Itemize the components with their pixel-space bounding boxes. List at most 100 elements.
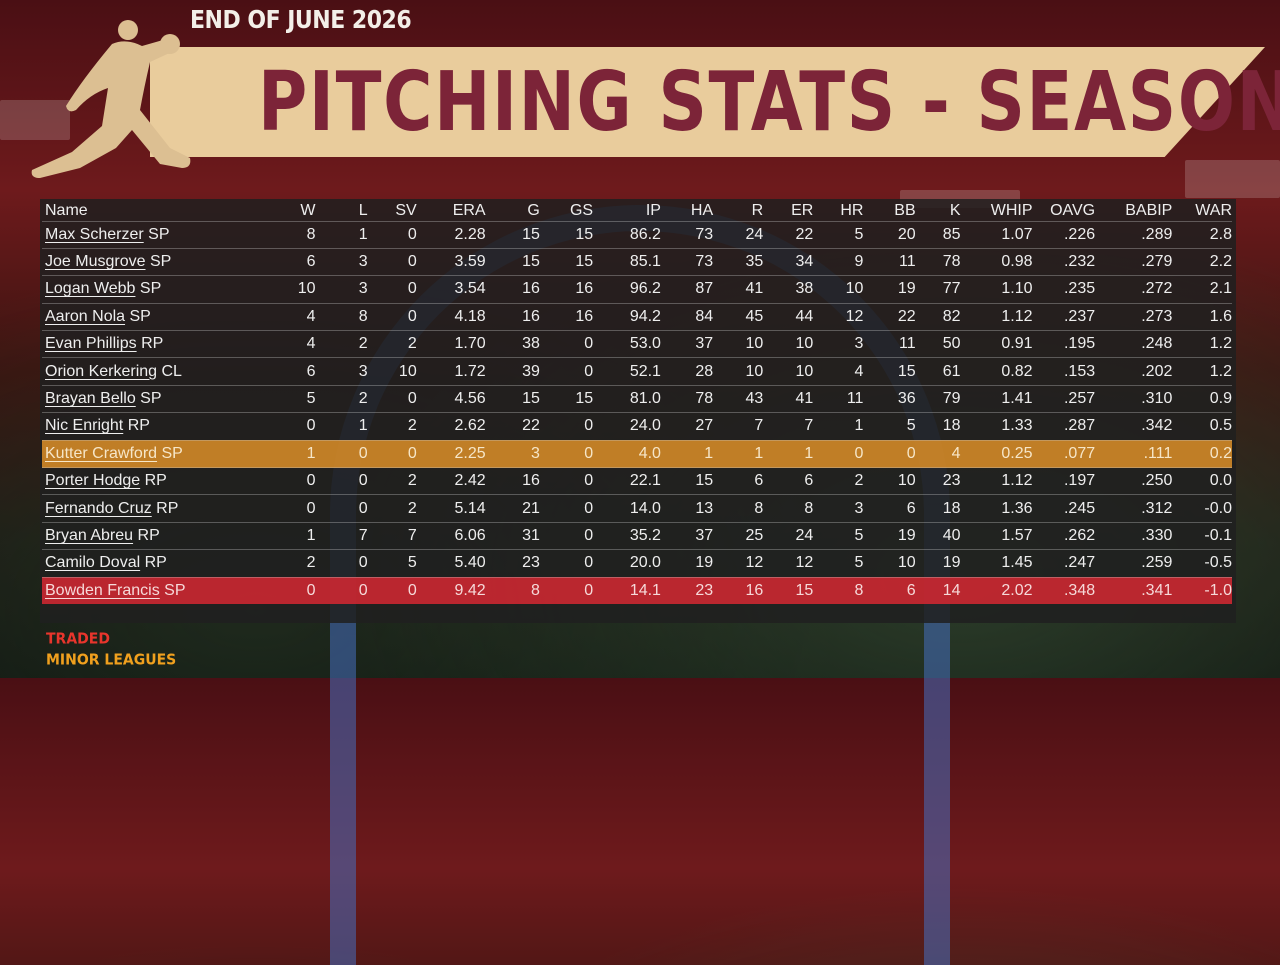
column-header-g[interactable]: G — [527, 201, 540, 219]
stat-k: 14 — [915, 576, 961, 605]
column-header-sv[interactable]: SV — [395, 201, 417, 219]
player-position: SP — [161, 444, 183, 462]
stat-era: 2.28 — [416, 220, 486, 249]
column-header-gs[interactable]: GS — [569, 201, 594, 219]
stat-bb: 6 — [863, 576, 916, 605]
column-header-name[interactable]: Name — [45, 201, 88, 219]
player-cell: Orion Kerkering CL — [42, 357, 241, 386]
player-cell: Kutter Crawford SP — [42, 439, 241, 468]
stat-k: 50 — [915, 330, 961, 358]
stat-era: 4.18 — [416, 302, 486, 331]
stat-g: 16 — [485, 467, 540, 495]
player-cell: Camilo Doval RP — [42, 549, 241, 578]
stat-w: 0 — [240, 494, 316, 523]
stat-babip: .111 — [1095, 439, 1173, 468]
stat-g: 15 — [485, 220, 540, 249]
table-row: Joe Musgrove SP 6 3 0 3.59 15 15 85.1 73 35 34 9 11 7… — [42, 247, 1232, 276]
stat-whip: 1.45 — [960, 549, 1033, 578]
column-header-whip[interactable]: WHIP — [990, 201, 1033, 219]
stat-g: 3 — [485, 439, 540, 468]
player-name-link[interactable]: Bryan Abreu — [45, 526, 134, 544]
table-row: Nic Enright RP 0 1 2 2.62 22 0 24.0 27 7 7 1 5 18 1.33… — [42, 412, 1232, 441]
stat-bb: 0 — [863, 439, 916, 468]
player-name-link[interactable]: Evan Phillips — [45, 335, 137, 353]
stat-bb: 20 — [863, 220, 916, 249]
stat-whip: 1.07 — [960, 220, 1033, 249]
player-position: RP — [144, 472, 167, 490]
table-row: Max Scherzer SP 8 1 0 2.28 15 15 86.2 73 24 22 5 20 8… — [42, 220, 1232, 249]
stat-er: 44 — [763, 302, 814, 331]
player-name-link[interactable]: Fernando Cruz — [45, 499, 152, 517]
column-header-w[interactable]: W — [300, 201, 316, 219]
stat-ha: 37 — [660, 330, 714, 358]
stat-hr: 0 — [813, 439, 864, 468]
player-name-link[interactable]: Brayan Bello — [45, 390, 136, 408]
column-header-oavg[interactable]: OAVG — [1050, 201, 1096, 219]
stat-w: 2 — [240, 549, 316, 578]
stat-g: 16 — [485, 275, 540, 304]
player-name-link[interactable]: Kutter Crawford — [45, 444, 158, 462]
stat-oavg: .232 — [1032, 247, 1096, 276]
stat-w: 5 — [240, 384, 316, 413]
stat-hr: 11 — [813, 384, 864, 413]
stat-whip: 1.12 — [960, 302, 1033, 331]
stat-gs: 15 — [539, 384, 594, 413]
stat-w: 1 — [240, 439, 316, 468]
stat-ip: 52.1 — [593, 357, 661, 386]
stat-r: 1 — [713, 439, 764, 468]
column-header-war[interactable]: WAR — [1195, 201, 1232, 219]
player-name-link[interactable]: Max Scherzer — [45, 225, 144, 243]
stat-era: 2.42 — [416, 467, 486, 495]
stat-gs: 16 — [539, 275, 594, 304]
stat-whip: 0.91 — [960, 330, 1033, 358]
stat-babip: .342 — [1095, 412, 1173, 441]
player-name-link[interactable]: Nic Enright — [45, 417, 124, 435]
player-name-link[interactable]: Camilo Doval — [45, 554, 141, 572]
stat-k: 4 — [915, 439, 961, 468]
stat-bb: 36 — [863, 384, 916, 413]
stat-r: 16 — [713, 576, 764, 605]
column-header-er[interactable]: ER — [791, 201, 814, 219]
stat-gs: 0 — [539, 330, 594, 358]
stat-oavg: .197 — [1032, 467, 1096, 495]
player-position: SP — [139, 280, 162, 298]
player-name-link[interactable]: Porter Hodge — [45, 472, 141, 490]
stat-er: 10 — [763, 330, 814, 358]
stat-ha: 27 — [660, 412, 714, 441]
player-name-link[interactable]: Orion Kerkering — [45, 362, 158, 380]
stat-whip: 1.33 — [960, 412, 1033, 441]
stat-er: 24 — [763, 521, 814, 550]
player-name-link[interactable]: Logan Webb — [45, 280, 136, 298]
column-header-era[interactable]: ERA — [452, 201, 486, 219]
table-row: Brayan Bello SP 5 2 0 4.56 15 15 81.0 78 43 41 11 36… — [42, 384, 1232, 413]
stat-babip: .248 — [1095, 330, 1173, 358]
table-row: Bowden Francis SP 0 0 0 9.42 8 0 14.1 23 16 15 8 6 14… — [42, 576, 1232, 605]
column-header-l[interactable]: L — [358, 201, 368, 219]
column-header-r[interactable]: R — [751, 201, 764, 219]
stat-w: 0 — [240, 412, 316, 441]
column-header-hr[interactable]: HR — [840, 201, 864, 219]
stat-war: 0.5 — [1172, 412, 1232, 441]
table-row: Orion Kerkering CL 6 3 10 1.72 39 0 52.1 28 10 10 4… — [42, 357, 1232, 386]
stat-r: 25 — [713, 521, 764, 550]
stat-ha: 23 — [660, 576, 714, 605]
player-name-link[interactable]: Joe Musgrove — [45, 253, 146, 271]
stat-k: 18 — [915, 494, 961, 523]
column-header-k[interactable]: K — [949, 201, 961, 219]
legend-minor-leagues: MINOR LEAGUES — [46, 651, 177, 669]
stat-g: 15 — [485, 247, 540, 276]
column-header-ha[interactable]: HA — [690, 201, 714, 219]
stat-war: 0.0 — [1172, 467, 1232, 495]
player-cell: Fernando Cruz RP — [42, 494, 241, 523]
stat-hr: 4 — [813, 357, 864, 386]
column-header-babip[interactable]: BABIP — [1125, 201, 1173, 219]
column-header-bb[interactable]: BB — [894, 201, 916, 219]
column-header-ip[interactable]: IP — [645, 201, 661, 219]
stat-war: 1.2 — [1172, 357, 1232, 386]
stat-bb: 10 — [863, 549, 916, 578]
stat-er: 41 — [763, 384, 814, 413]
player-name-link[interactable]: Bowden Francis — [45, 582, 160, 600]
stat-l: 1 — [315, 220, 368, 249]
stat-hr: 5 — [813, 521, 864, 550]
player-name-link[interactable]: Aaron Nola — [45, 307, 126, 325]
